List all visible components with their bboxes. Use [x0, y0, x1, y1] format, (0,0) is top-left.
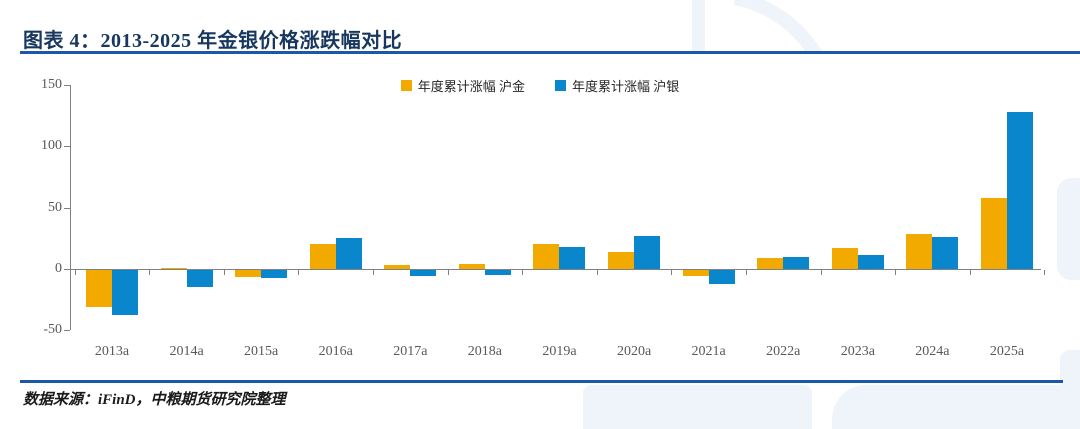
bar-gold-2016a: [309, 244, 336, 269]
watermark-bottom-fragment-2: [832, 385, 1080, 429]
x-axis-category-label: 2016a: [318, 344, 353, 359]
bar-gold-2021a: [682, 269, 709, 276]
y-axis-line: [70, 85, 71, 330]
bar-silver-2016a: [335, 238, 362, 269]
chart-legend: 年度累计涨幅 沪金 年度累计涨幅 沪银: [0, 76, 1080, 95]
bar-gold-2015a: [235, 269, 262, 278]
y-axis-tick-label: 100: [41, 138, 62, 154]
legend-item-silver: 年度累计涨幅 沪银: [555, 76, 679, 95]
bar-gold-2022a: [757, 257, 784, 269]
bar-silver-2019a: [559, 246, 586, 269]
x-axis-category-label: 2013a: [94, 344, 130, 359]
bar-silver-2022a: [783, 256, 810, 269]
bar-gold-2018a: [458, 263, 485, 269]
bar-silver-2024a: [932, 236, 959, 269]
y-axis-tick: [64, 85, 70, 86]
y-axis-tick: [64, 146, 70, 148]
bar-gold-2024a: [906, 234, 933, 269]
x-axis-category-label: 2021a: [691, 344, 726, 359]
bar-silver-2017a: [410, 269, 437, 276]
x-axis-tick: [745, 269, 747, 275]
figure-title: 图表 4：2013-2025 年金银价格涨跌幅对比: [23, 30, 403, 52]
x-axis-category-label: 2020a: [616, 344, 652, 359]
watermark-logo-arc: [650, 0, 870, 54]
watermark-right-fragment: [1057, 178, 1080, 280]
x-axis-tick: [74, 269, 76, 275]
x-axis-category-label: 2024a: [915, 344, 950, 359]
x-axis-tick: [895, 269, 897, 275]
bar-silver-2018a: [484, 269, 511, 275]
x-axis-category-label: 2017a: [393, 344, 428, 359]
bar-silver-2013a: [112, 269, 138, 316]
y-axis-tick: [64, 268, 70, 270]
x-axis-line: [70, 268, 1041, 270]
legend-item-gold: 年度累计涨幅 沪金: [400, 76, 525, 95]
watermark-logo-stem: [692, 0, 705, 53]
bar-gold-2020a: [608, 251, 635, 269]
watermark-bottom-fragment-1: [583, 385, 812, 429]
bar-gold-2017a: [384, 265, 411, 269]
legend-swatch-gold: [400, 80, 412, 91]
bar-gold-2023a: [831, 247, 858, 269]
bar-silver-2020a: [634, 235, 661, 269]
x-axis-tick: [522, 269, 524, 275]
x-axis-category-label: 2014a: [169, 344, 204, 359]
x-axis-category-label: 2023a: [840, 344, 875, 359]
bar-gold-2025a: [980, 197, 1007, 269]
legend-label-gold: 年度累计涨幅 沪金: [417, 79, 525, 94]
x-axis-tick: [298, 269, 300, 275]
y-axis-tick-label: -50: [43, 322, 62, 337]
x-axis-tick: [820, 269, 822, 275]
x-axis-tick: [969, 269, 971, 275]
bar-silver-2014a: [186, 269, 213, 287]
x-axis-tick: [373, 269, 375, 275]
x-axis-tick: [1044, 269, 1046, 275]
x-axis-tick: [671, 269, 673, 275]
y-axis-tick: [64, 330, 70, 331]
x-axis-tick: [447, 269, 449, 275]
x-axis-category-label: 2015a: [244, 344, 279, 359]
y-axis-tick-label: 50: [48, 199, 62, 215]
x-axis-category-label: 2018a: [467, 344, 502, 359]
bar-silver-2025a: [1006, 111, 1033, 269]
x-axis-category-label: 2025a: [989, 344, 1025, 359]
x-axis-tick: [596, 269, 598, 275]
x-axis-category-label: 2019a: [542, 344, 577, 359]
y-axis-tick-label: 150: [41, 77, 62, 92]
x-axis-tick: [223, 269, 225, 275]
source-note: 数据来源：iFinD，中粮期货研究院整理: [23, 392, 286, 408]
footer-divider-line: [20, 380, 1063, 383]
bar-silver-2021a: [708, 269, 735, 285]
legend-label-silver: 年度累计涨幅 沪银: [572, 79, 680, 94]
bar-silver-2023a: [857, 255, 884, 269]
bar-silver-2015a: [261, 269, 288, 279]
bar-gold-2019a: [533, 244, 560, 269]
y-axis-tick-label: 0: [55, 260, 62, 276]
y-axis-tick: [64, 207, 70, 209]
x-axis-category-label: 2022a: [766, 344, 801, 359]
x-axis-tick: [149, 269, 151, 275]
title-divider-line: [20, 51, 1080, 54]
bar-gold-2014a: [160, 267, 187, 269]
bar-gold-2013a: [86, 269, 112, 307]
legend-swatch-silver: [555, 80, 566, 91]
